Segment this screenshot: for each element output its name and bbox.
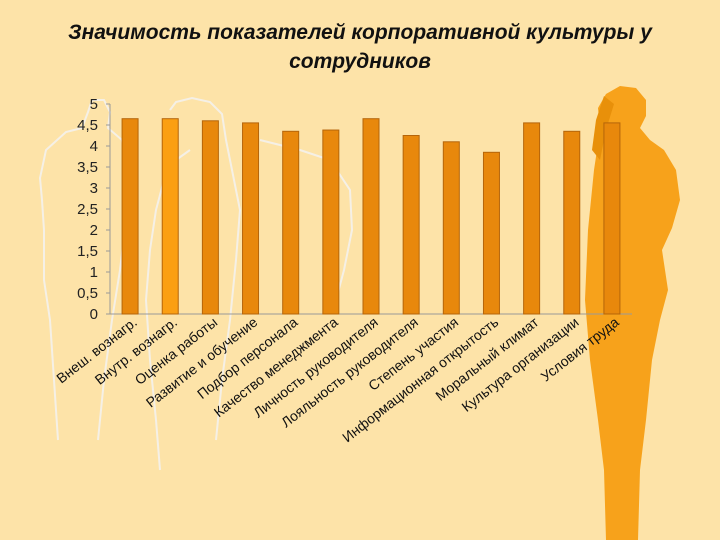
y-tick-label: 3,5 (77, 159, 98, 176)
bar (201, 120, 219, 315)
bar (482, 151, 500, 315)
y-tick-label: 4,5 (77, 117, 98, 134)
bar (121, 118, 139, 315)
y-tick-label: 5 (90, 96, 98, 113)
man-silhouette-outline-center (169, 96, 242, 441)
man-silhouette-outline-left (38, 99, 130, 441)
y-tick-label: 2 (90, 222, 98, 239)
y-tick-label: 0 (90, 306, 98, 323)
bar (563, 130, 581, 315)
bar (603, 122, 621, 315)
page-title: Значимость показателей корпоративной кул… (68, 21, 652, 73)
y-tick-label: 1,5 (77, 243, 98, 260)
bar (362, 118, 380, 315)
arm-silhouette-outline (259, 139, 354, 301)
y-axis: 0 0,5 1 1,5 2 2,5 3 3,5 4 4,5 5 (77, 96, 632, 323)
bar (523, 122, 541, 315)
y-tick-label: 0,5 (77, 285, 98, 302)
y-tick-label: 1 (90, 264, 98, 281)
y-tick-label: 2,5 (77, 201, 98, 218)
bar (402, 135, 420, 315)
bar (242, 122, 260, 315)
bars (121, 118, 621, 315)
hair-silhouette (592, 96, 614, 160)
bar (322, 129, 340, 315)
y-tick-label: 4 (90, 138, 98, 155)
y-tick-label: 3 (90, 180, 98, 197)
bar (442, 141, 460, 315)
x-axis-labels: Внеш. вознагр.Внутр. вознагр.Оценка рабо… (53, 313, 622, 445)
bar (161, 118, 179, 315)
bar (282, 130, 300, 315)
